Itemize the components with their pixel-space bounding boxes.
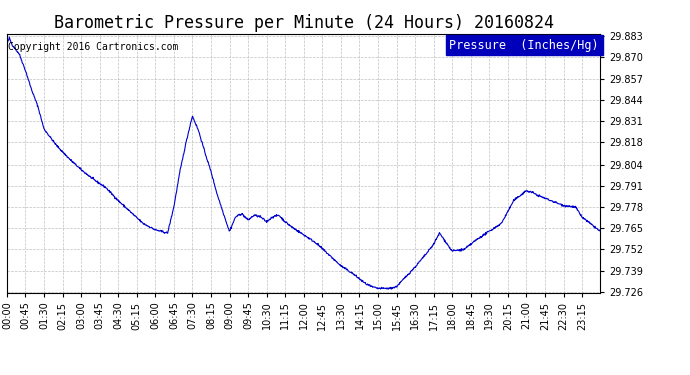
Title: Barometric Pressure per Minute (24 Hours) 20160824: Barometric Pressure per Minute (24 Hours… [54,14,553,32]
Text: Copyright 2016 Cartronics.com: Copyright 2016 Cartronics.com [8,42,179,51]
Text: Pressure  (Inches/Hg): Pressure (Inches/Hg) [449,39,599,52]
